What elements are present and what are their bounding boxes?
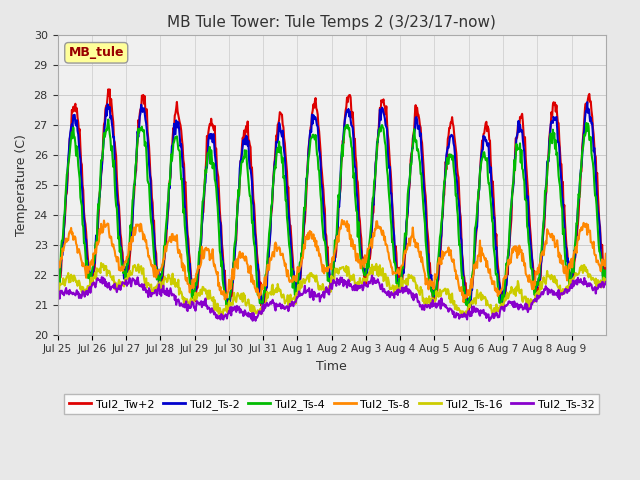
- X-axis label: Time: Time: [316, 360, 347, 373]
- Tul2_Tw+2: [602, 264, 610, 270]
- Tul2_Tw+2: [54, 285, 61, 290]
- Tul2_Ts-32: [219, 315, 227, 321]
- Tul2_Ts-4: [390, 248, 397, 254]
- Tul2_Ts-32: [420, 303, 428, 309]
- Tul2_Ts-16: [119, 282, 127, 288]
- Tul2_Ts-8: [267, 257, 275, 263]
- Tul2_Ts-2: [583, 99, 591, 105]
- Tul2_Tw+2: [389, 210, 397, 216]
- Tul2_Ts-16: [54, 289, 61, 295]
- Tul2_Tw+2: [420, 163, 428, 168]
- Legend: Tul2_Tw+2, Tul2_Ts-2, Tul2_Ts-4, Tul2_Ts-8, Tul2_Ts-16, Tul2_Ts-32: Tul2_Tw+2, Tul2_Ts-2, Tul2_Ts-4, Tul2_Ts…: [65, 394, 599, 414]
- Tul2_Ts-4: [225, 306, 232, 312]
- Tul2_Ts-8: [420, 265, 428, 271]
- Tul2_Ts-32: [246, 313, 253, 319]
- Tul2_Ts-2: [118, 256, 125, 262]
- Tul2_Ts-2: [246, 166, 253, 171]
- Tul2_Ts-32: [368, 273, 376, 278]
- Tul2_Ts-16: [248, 302, 255, 308]
- Tul2_Ts-32: [267, 299, 275, 305]
- Tul2_Ts-2: [467, 304, 474, 310]
- Tul2_Tw+2: [268, 211, 275, 216]
- Tul2_Tw+2: [119, 250, 127, 256]
- Tul2_Ts-2: [219, 257, 227, 263]
- Tul2_Ts-16: [219, 313, 227, 319]
- Tul2_Ts-8: [389, 271, 397, 277]
- Tul2_Ts-4: [420, 214, 428, 219]
- Tul2_Ts-32: [118, 282, 125, 288]
- Tul2_Tw+2: [104, 86, 112, 92]
- Line: Tul2_Ts-16: Tul2_Ts-16: [58, 263, 606, 316]
- Tul2_Ts-4: [54, 281, 61, 287]
- Line: Tul2_Ts-32: Tul2_Ts-32: [58, 276, 606, 321]
- Tul2_Ts-8: [118, 264, 125, 269]
- Tul2_Ts-8: [219, 292, 227, 298]
- Line: Tul2_Tw+2: Tul2_Tw+2: [58, 89, 606, 314]
- Tul2_Ts-2: [419, 169, 427, 175]
- Tul2_Ts-32: [602, 279, 610, 285]
- Line: Tul2_Ts-4: Tul2_Ts-4: [58, 120, 606, 309]
- Tul2_Ts-2: [267, 228, 275, 234]
- Tul2_Ts-2: [54, 289, 61, 295]
- Tul2_Ts-8: [54, 264, 61, 270]
- Text: MB_tule: MB_tule: [68, 46, 124, 60]
- Tul2_Tw+2: [246, 144, 254, 150]
- Tul2_Ts-4: [119, 262, 127, 268]
- Tul2_Ts-4: [104, 117, 112, 122]
- Tul2_Ts-32: [485, 318, 493, 324]
- Tul2_Ts-32: [54, 296, 61, 302]
- Tul2_Ts-16: [602, 276, 610, 282]
- Tul2_Ts-4: [268, 201, 276, 206]
- Tul2_Ts-4: [220, 282, 227, 288]
- Tul2_Ts-16: [268, 283, 276, 289]
- Tul2_Ts-8: [602, 251, 610, 257]
- Tul2_Ts-16: [97, 260, 105, 266]
- Line: Tul2_Ts-8: Tul2_Ts-8: [58, 220, 606, 302]
- Tul2_Ts-8: [246, 270, 253, 276]
- Tul2_Tw+2: [465, 312, 472, 317]
- Tul2_Tw+2: [220, 259, 227, 264]
- Line: Tul2_Ts-2: Tul2_Ts-2: [58, 102, 606, 307]
- Tul2_Ts-16: [420, 300, 428, 306]
- Tul2_Ts-8: [460, 299, 467, 305]
- Tul2_Ts-2: [388, 202, 396, 207]
- Tul2_Ts-16: [220, 306, 228, 312]
- Tul2_Ts-2: [602, 279, 610, 285]
- Title: MB Tule Tower: Tule Temps 2 (3/23/17-now): MB Tule Tower: Tule Temps 2 (3/23/17-now…: [167, 15, 496, 30]
- Tul2_Ts-32: [389, 292, 397, 298]
- Y-axis label: Temperature (C): Temperature (C): [15, 134, 28, 236]
- Tul2_Ts-4: [248, 201, 255, 207]
- Tul2_Ts-16: [390, 285, 397, 290]
- Tul2_Ts-4: [602, 268, 610, 274]
- Tul2_Ts-8: [338, 217, 346, 223]
